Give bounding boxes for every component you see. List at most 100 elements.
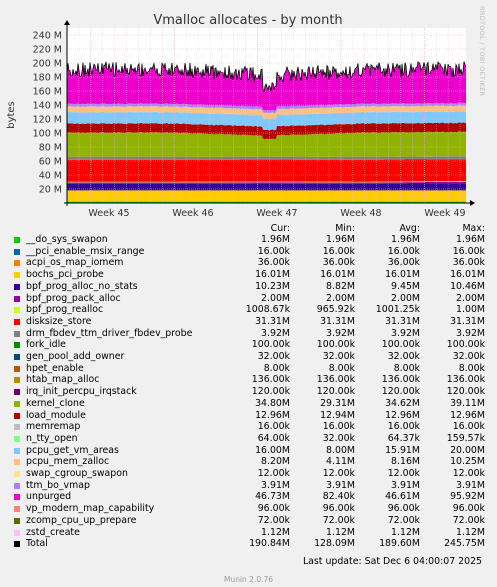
legend-avg: 3.92M: [391, 327, 420, 339]
legend-avg: 136.00k: [381, 374, 420, 386]
legend-min: 82.40k: [322, 491, 355, 503]
legend-cur: 16.00k: [257, 421, 290, 433]
legend-min: 120.00k: [316, 386, 355, 398]
area-stack: [67, 61, 466, 203]
legend-swatch: [14, 365, 20, 372]
y-tick-label: 20 M: [39, 185, 62, 196]
legend-min: 72.00k: [322, 514, 355, 526]
x-tick-label: Week 47: [256, 208, 297, 219]
legend-min: 1.96M: [326, 234, 355, 245]
legend-min: 1.12M: [326, 526, 355, 538]
legend-cur: 190.84M: [249, 538, 290, 550]
area-bpf-prog-pack-alloc: [67, 181, 466, 184]
legend-swatch: [14, 412, 20, 419]
legend-swatch: [14, 272, 20, 279]
area-bochs-pci-probe: [67, 190, 466, 202]
legend-max: 39.11M: [450, 397, 485, 409]
legend-avg: 32.00k: [387, 351, 420, 362]
legend-name: acpi_os_map_iomem: [26, 257, 124, 269]
legend-min: 128.09M: [314, 538, 355, 550]
y-tick-label: 60 M: [39, 157, 62, 168]
legend-name: zcomp_cpu_up_prepare: [26, 514, 137, 526]
legend-name: bpf_prog_realloc: [26, 304, 104, 316]
x-tick-label: Week 49: [424, 208, 465, 219]
legend-row: bpf_prog_realloc 1008.67k 965.92k 1001.25k 1…: [0, 304, 497, 316]
legend-max: 10.25M: [450, 456, 485, 468]
legend-max: 245.75M: [444, 538, 485, 550]
legend-swatch: [14, 248, 20, 255]
legend-row: bpf_prog_alloc_no_stats 10.23M 8.82M 9.45M 1…: [0, 281, 497, 293]
legend-row: kernel_clone 34.80M 29.31M 34.62M 39.11M: [0, 398, 497, 410]
legend-min: 96.00k: [322, 503, 355, 515]
legend-name: Total: [26, 538, 48, 550]
last-update: Last update: Sat Dec 6 04:00:07 2025: [302, 556, 482, 567]
legend-min: 8.00M: [326, 444, 355, 456]
legend-name: load_module: [26, 409, 86, 421]
legend-row: fork_idle 100.00k 100.00k 100.00k 100.00k: [0, 339, 497, 351]
area-load-module: [67, 122, 466, 140]
legend-max: 16.00k: [452, 421, 485, 433]
legend-name: pcpu_get_vm_areas: [26, 444, 119, 456]
legend-max: 2.00M: [456, 292, 485, 304]
legend-row: Total 190.84M 128.09M 189.60M 245.75M: [0, 538, 497, 550]
legend-swatch: [14, 318, 20, 325]
legend-swatch: [14, 459, 20, 466]
legend-min: 100.00k: [316, 339, 355, 351]
legend-cur: 8.00k: [263, 362, 290, 374]
area-irq-init-percpu-irqstack: [67, 156, 466, 157]
legend-avg: 96.00k: [387, 503, 420, 515]
legend-max: 16.00k: [452, 245, 485, 257]
legend-min: 8.00k: [328, 362, 355, 374]
legend-swatch: [14, 354, 20, 360]
legend-name: fork_idle: [26, 339, 66, 351]
legend-max: 32.00k: [452, 351, 485, 362]
legend-avg: 12.00k: [387, 468, 420, 479]
legend-max: 31.31M: [450, 315, 485, 327]
legend-max: 10.46M: [450, 280, 485, 292]
legend-name: zstd_create: [26, 526, 80, 538]
x-tick-label: Week 48: [340, 208, 381, 219]
legend-avg: 189.60M: [379, 538, 420, 550]
y-tick-label: 80 M: [39, 143, 62, 154]
area-pcpu-get-vm-areas: [67, 111, 466, 131]
legend-avg: 120.00k: [381, 386, 420, 398]
legend-min: 32.00k: [322, 432, 355, 444]
legend-cur: 1008.67k: [245, 304, 290, 316]
legend-avg: 8.16M: [391, 456, 420, 468]
area-pcpu-mem-zalloc: [67, 105, 466, 120]
legend-max: 16.01M: [450, 269, 485, 281]
legend-name: gen_pool_add_owner: [26, 351, 125, 362]
legend-avg: 16.00k: [387, 421, 420, 433]
legend-name: htab_map_alloc: [26, 374, 100, 386]
legend-row: htab_map_alloc 136.00k 136.00k 136.00k 136.0…: [0, 374, 497, 386]
legend-avg: 1.12M: [391, 526, 420, 538]
legend-min: 16.00k: [322, 245, 355, 257]
total-line: [66, 61, 467, 93]
legend-row: ttm_bo_vmap 3.91M 3.91M 3.91M 3.91M: [0, 480, 497, 492]
legend-min: 8.82M: [326, 280, 355, 292]
legend-header-cur: Cur:: [270, 223, 290, 234]
legend-row: hpet_enable 8.00k 8.00k 8.00k 8.00k: [0, 363, 497, 375]
legend-cur: 120.00k: [251, 386, 290, 398]
legend-swatch: [14, 506, 20, 513]
legend-min: 12.00k: [322, 468, 355, 479]
legend-name: n_tty_open: [26, 432, 78, 444]
legend-avg: 46.61M: [385, 491, 420, 503]
legend-min: 16.00k: [322, 421, 355, 433]
legend-name: pcpu_mem_zalloc: [26, 456, 110, 468]
legend-avg: 72.00k: [387, 514, 420, 526]
area-drm-fbdev-ttm-driver-fbdev-probe: [67, 156, 466, 160]
legend-swatch: [14, 424, 20, 431]
legend-name: bochs_pci_probe: [26, 269, 104, 281]
legend-avg: 64.37k: [387, 432, 420, 444]
vmalloc-chart: Vmalloc allocates - by month bytes 20 M 4…: [0, 0, 497, 230]
legend-swatch: [14, 260, 20, 267]
legend-min: 3.92M: [326, 327, 355, 339]
y-axis-ticks: 20 M 40 M 60 M 80 M 100 M 120 M 140 M 160 M 180 …: [33, 31, 62, 196]
legend-max: 1.00M: [456, 304, 485, 316]
area-bpf-prog-alloc-no-stats: [67, 183, 466, 191]
chart-title: Vmalloc allocates - by month: [153, 13, 342, 28]
legend-name: irq_init_percpu_irqstack: [26, 386, 137, 398]
legend-row: vp_modern_map_capability 96.00k 96.00k 96.0…: [0, 503, 497, 515]
legend-name: disksize_store: [26, 315, 92, 327]
